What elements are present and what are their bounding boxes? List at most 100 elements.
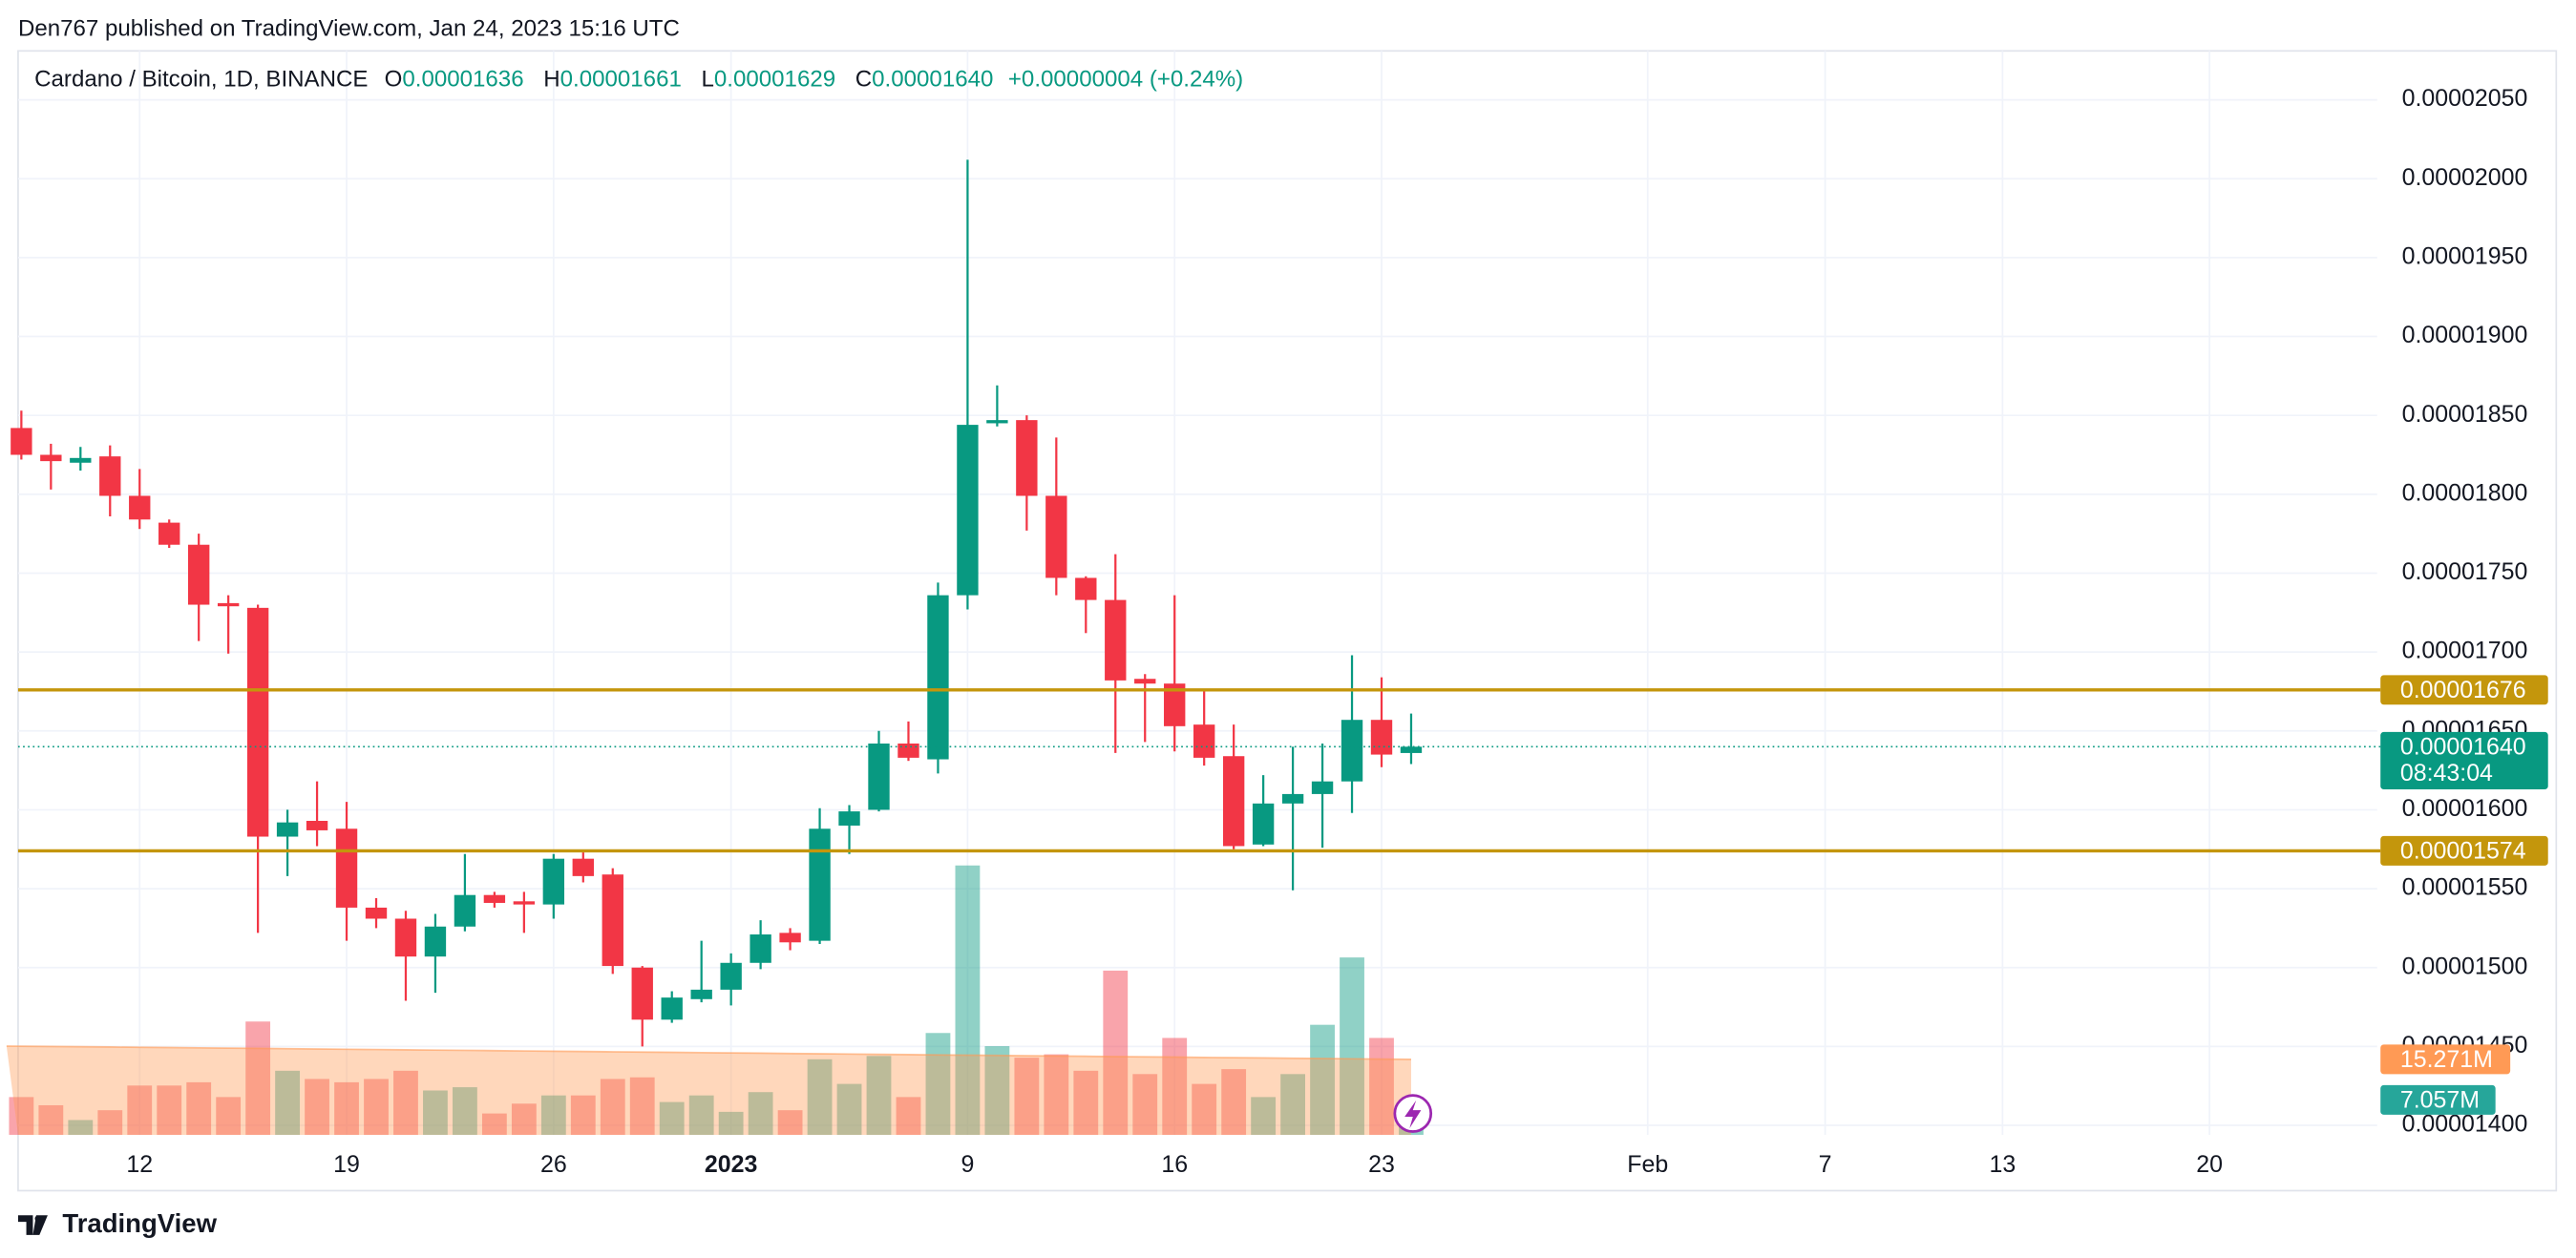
y-tick-label: 0.00001600 [2402, 795, 2528, 822]
candle-body [868, 744, 890, 810]
candle-body [661, 997, 683, 1020]
ohlc-value: 0.00001640 [872, 67, 993, 93]
candle-body [572, 858, 594, 876]
candle-body [454, 894, 476, 927]
chart-frame [17, 50, 2558, 1192]
y-tick-label: 0.00001850 [2402, 401, 2528, 428]
publisher-line: Den767 published on TradingView.com, Jan… [18, 15, 680, 41]
brand-logo [17, 1215, 48, 1235]
volume-bar [216, 1097, 242, 1135]
volume-ma-badge [2380, 1044, 2511, 1075]
x-tick-label: 12 [126, 1151, 153, 1178]
volume-ma-line [6, 1045, 1411, 1060]
x-tick-label: 26 [540, 1151, 567, 1178]
x-tick-label: Feb [1627, 1151, 1668, 1178]
candle-body [1311, 781, 1334, 794]
candle-body [335, 828, 358, 908]
ohlc-key: O [385, 67, 403, 93]
volume-bar [659, 1101, 685, 1135]
volume-bar [1340, 957, 1364, 1135]
volume-bar [1044, 1054, 1069, 1135]
candle-body [424, 926, 447, 957]
change: +0.00000004 (+0.24%) [1008, 67, 1243, 93]
candle-body [129, 495, 151, 520]
y-tick-label: 0.00001700 [2402, 638, 2528, 664]
candle-body [276, 822, 299, 837]
volume-bar [1280, 1074, 1305, 1135]
volume-bar [777, 1110, 803, 1135]
volume-bar [748, 1092, 773, 1135]
candle-body [1164, 683, 1186, 726]
candle-body [188, 544, 210, 605]
last-price-badge [2380, 731, 2548, 790]
candle-body [1016, 420, 1038, 496]
volume-bar [511, 1103, 537, 1135]
volume-bar [955, 865, 981, 1135]
ohlc-value: 0.00001661 [560, 67, 682, 93]
volume-bar [896, 1097, 921, 1135]
volume-bar [364, 1079, 389, 1135]
level-label: 0.00001574 [2400, 838, 2526, 865]
volume-bar [1192, 1083, 1217, 1135]
volume-pane [6, 865, 1424, 1135]
volume-bar [1310, 1024, 1335, 1135]
brand-name: TradingView [62, 1208, 217, 1238]
candle-body [720, 962, 742, 990]
volume-bar [984, 1046, 1010, 1135]
volume-bar [1014, 1058, 1040, 1135]
legend: Cardano / Bitcoin, 1D, BINANCE O0.0000163… [34, 67, 1243, 93]
y-tick-label: 0.00001500 [2402, 953, 2528, 979]
volume-badge [2380, 1084, 2496, 1115]
y-tick-label: 0.00001900 [2402, 322, 2528, 348]
volume-bar [97, 1110, 123, 1135]
volume-bar [1221, 1069, 1247, 1135]
x-tick-label: 2023 [705, 1151, 757, 1178]
candle-body [927, 595, 949, 760]
candle-body [11, 428, 32, 455]
volume-bar [718, 1111, 744, 1135]
volume-bar [393, 1070, 418, 1135]
candle-body [779, 933, 801, 943]
candle-body [158, 522, 180, 545]
candle-body [542, 858, 565, 905]
volume-bar [540, 1095, 566, 1135]
lightning-icon [1393, 1094, 1433, 1133]
volume-bar [157, 1085, 182, 1135]
volume-bar [1132, 1074, 1158, 1135]
candle-body [957, 425, 979, 596]
candle-body [217, 602, 240, 607]
y-tick-label: 0.00002050 [2402, 85, 2528, 112]
countdown: 08:43:04 [2400, 760, 2493, 786]
last-price-label: 0.00001640 [2400, 734, 2526, 761]
candle-body [70, 457, 92, 463]
candle-body [1400, 746, 1423, 753]
candle-body [1252, 803, 1275, 845]
candle-body [1134, 679, 1156, 684]
x-tick-label: 23 [1368, 1151, 1395, 1178]
volume-bar [38, 1104, 64, 1135]
candle-body [306, 821, 328, 830]
candle-body [99, 456, 121, 496]
candle-body [690, 989, 712, 999]
grid: 0.000014000.000014500.000015000.00001550… [17, 51, 2528, 1178]
y-tick-label: 0.00001750 [2402, 558, 2528, 585]
volume-bar [925, 1033, 951, 1135]
candle-body [365, 907, 388, 919]
volume-bar [481, 1113, 507, 1135]
candle-body [986, 420, 1008, 424]
candle-body [1045, 495, 1067, 578]
volume-bar [68, 1120, 94, 1135]
ohlc-key: H [543, 67, 560, 93]
candle-body [1341, 720, 1363, 782]
volume-bar [836, 1083, 862, 1135]
volume-bar [453, 1087, 477, 1135]
level-badge [2380, 675, 2548, 705]
y-tick-label: 0.00001950 [2402, 242, 2528, 269]
candle-body [631, 967, 653, 1020]
level-label: 0.00001676 [2400, 677, 2526, 703]
candle-body [897, 744, 919, 758]
ohlc-key: C [855, 67, 872, 93]
